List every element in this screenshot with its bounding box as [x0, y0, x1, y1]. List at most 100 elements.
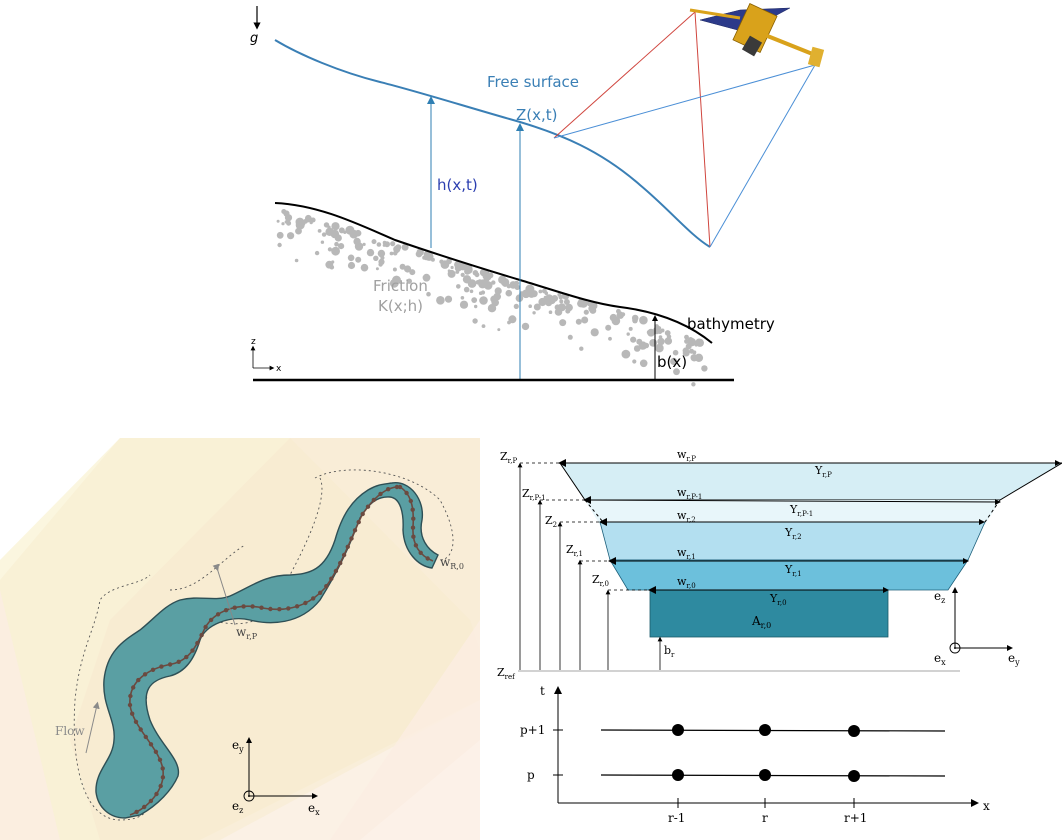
cs-ez-label: ez	[934, 589, 945, 605]
w-r0-label: wR,0	[440, 555, 464, 571]
friction-particle	[646, 330, 651, 335]
friction-particle	[389, 251, 394, 256]
swath-ray	[553, 64, 816, 139]
friction-particle	[579, 299, 588, 308]
friction-particle	[636, 338, 643, 345]
centerline-node	[333, 568, 339, 574]
friction-particle	[481, 324, 486, 328]
centerline-node	[411, 534, 416, 539]
gravity-label: g	[250, 31, 258, 46]
friction-particle	[422, 273, 431, 282]
friction-particle	[588, 304, 596, 313]
friction-particle	[557, 292, 562, 297]
friction-particle	[321, 232, 327, 237]
friction-particle	[347, 254, 355, 262]
centerline-node	[136, 677, 141, 683]
friction-particle	[559, 299, 564, 304]
friction-particle	[463, 286, 470, 293]
flow-arrow	[85, 701, 100, 754]
friction-particle	[545, 299, 553, 307]
w-label-r0: wr,0	[677, 575, 696, 590]
friction-particle	[392, 250, 398, 256]
centerline-node	[259, 605, 264, 610]
layer-r-2	[599, 521, 986, 561]
centerline-node	[154, 791, 159, 797]
layer-r-p	[559, 462, 1062, 501]
friction-particle	[630, 336, 637, 343]
friction-particle	[521, 322, 530, 331]
friction-particle	[581, 316, 589, 324]
friction-particle	[670, 357, 678, 365]
friction-particle	[498, 275, 507, 284]
ey-label: ey	[232, 738, 244, 754]
friction-particle	[639, 315, 648, 325]
y-label-r0: Yr,0	[769, 592, 787, 607]
friction-particle	[626, 332, 630, 336]
free-surface-line	[274, 39, 711, 248]
friction-particle	[281, 222, 285, 226]
friction-particle	[375, 267, 379, 271]
centerline-node	[408, 498, 413, 504]
z-label: Z(x,t)	[516, 106, 558, 124]
friction-particle	[426, 291, 431, 297]
friction-particle	[493, 292, 502, 301]
friction-particle	[506, 284, 511, 289]
centerline-node	[410, 525, 416, 530]
centerline-node	[386, 487, 391, 492]
friction-particle	[309, 217, 313, 221]
w-label-rp1: wr,P-1	[677, 486, 702, 501]
centerline-node	[142, 804, 147, 810]
friction-particle	[567, 334, 573, 340]
ez-vector	[243, 790, 255, 802]
friction-particle	[330, 229, 340, 239]
friction-particle	[294, 258, 299, 263]
grid-node	[759, 724, 771, 736]
friction-particle	[450, 265, 454, 270]
friction-particle	[327, 225, 331, 229]
centerline-node	[360, 511, 365, 517]
z-label-rp: Zr,P	[500, 450, 517, 465]
friction-particle	[377, 249, 386, 258]
centerline-node	[425, 556, 430, 561]
friction-particle	[440, 260, 450, 269]
friction-particle	[343, 230, 347, 234]
centerline-node	[150, 667, 156, 672]
z-label-r1: Zr,1	[566, 543, 583, 558]
friction-particle	[455, 270, 460, 274]
centerline-node	[190, 648, 195, 653]
friction-particle	[482, 272, 491, 280]
centerline-node	[138, 727, 143, 732]
w-label-r2: wr,2	[677, 509, 696, 524]
friction-particle	[530, 290, 538, 298]
centerline-node	[223, 608, 229, 613]
friction-particle	[317, 229, 322, 233]
friction-particle	[687, 338, 697, 347]
centerline-node	[378, 491, 383, 497]
friction-particle	[399, 263, 406, 270]
centerline-node	[208, 617, 214, 623]
friction-particle	[494, 287, 502, 295]
friction-particle	[283, 210, 290, 217]
friction-particle	[373, 255, 379, 261]
centerline-node	[232, 605, 237, 610]
swath-ray	[694, 11, 711, 248]
swath-ray	[553, 11, 696, 139]
centerline-node	[397, 484, 403, 490]
swath-outline	[169, 544, 246, 591]
friction-particle	[320, 240, 325, 244]
friction-particle	[690, 354, 698, 362]
friction-particle	[472, 297, 477, 302]
friction-particle	[327, 247, 332, 252]
friction-particle	[654, 324, 659, 329]
centerline-node	[365, 504, 371, 509]
friction-particle	[590, 328, 599, 337]
centerline-node	[311, 596, 316, 601]
friction-particle	[513, 303, 519, 309]
r-minus-1-label: r-1	[668, 811, 685, 825]
friction-particle	[649, 339, 658, 347]
centerline-node	[195, 640, 200, 646]
cross-section-panel: Zr,P Zr,P-1 Z2 Zr,1 Zr,0 Zref wr,P wr,P-…	[497, 448, 1062, 681]
centerline-node	[303, 600, 308, 606]
friction-particle	[338, 243, 345, 250]
friction-particle	[508, 315, 517, 324]
